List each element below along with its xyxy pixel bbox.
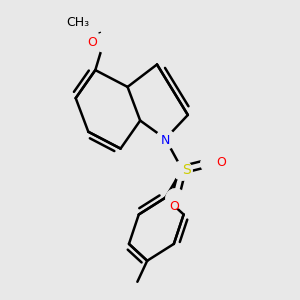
Text: S: S <box>182 163 191 177</box>
Text: O: O <box>216 156 226 169</box>
Text: N: N <box>161 134 170 147</box>
Text: O: O <box>169 200 179 214</box>
Text: O: O <box>87 36 97 49</box>
Text: CH₃: CH₃ <box>67 16 90 29</box>
